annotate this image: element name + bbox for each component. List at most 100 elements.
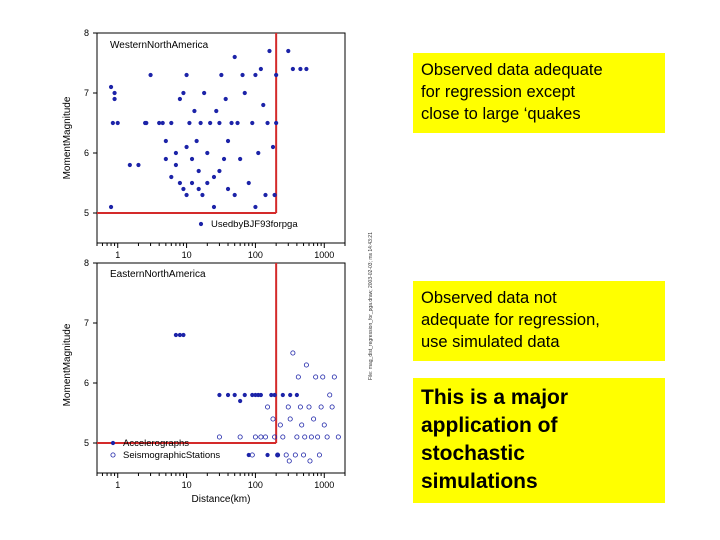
data-point [307, 458, 313, 464]
callout-top-line: for regression except [421, 83, 576, 101]
x-tick-label: 1000 [314, 480, 334, 490]
data-point [258, 66, 263, 72]
data-point [280, 392, 285, 398]
data-point [184, 144, 189, 150]
data-point [240, 72, 245, 78]
data-point [256, 150, 261, 156]
data-point [321, 422, 327, 428]
data-point [327, 392, 333, 398]
data-point [261, 102, 266, 108]
x-tick-label: 1 [115, 480, 120, 490]
data-point [216, 434, 222, 440]
data-point [269, 392, 274, 398]
x-tick-label: 1000 [314, 250, 334, 260]
data-point [232, 392, 237, 398]
y-tick-label: 6 [84, 148, 89, 158]
data-point [301, 452, 307, 458]
western-panel: 5 6 7 8 1 10 100 1000 WesternNorthAmerica Momen… [62, 28, 346, 260]
data-point [265, 452, 270, 458]
legend-marker [198, 221, 204, 227]
data-point [163, 156, 168, 162]
data-point [324, 434, 330, 440]
data-point [272, 192, 277, 198]
y-tick-label: 6 [84, 378, 89, 388]
legend-label: UsedbyBJF93forpga [211, 219, 298, 230]
data-point [108, 84, 114, 90]
eastern-ylabel: MomentMagnitude [62, 323, 73, 406]
data-point [270, 416, 276, 422]
data-point [127, 162, 132, 168]
data-point [335, 434, 341, 440]
y-tick-label: 5 [84, 208, 89, 218]
data-point [274, 120, 279, 126]
data-point [267, 48, 272, 54]
data-point [304, 66, 309, 72]
data-point [211, 204, 217, 210]
x-tick-label: 100 [248, 480, 263, 490]
data-point [189, 180, 195, 186]
data-point [318, 404, 324, 410]
callout-top-line: Observed data adequate [421, 61, 603, 79]
data-point [297, 404, 303, 410]
data-point [208, 120, 213, 126]
data-point [211, 174, 217, 180]
data-point [235, 120, 240, 126]
data-point [283, 452, 289, 458]
data-point [205, 150, 210, 156]
data-point [108, 204, 114, 210]
data-point [252, 434, 258, 440]
data-point [232, 192, 237, 198]
eastern-xlabel: Distance(km) [192, 494, 251, 505]
data-point [258, 392, 263, 398]
data-point [285, 404, 291, 410]
data-point [237, 434, 243, 440]
data-point [136, 162, 141, 168]
data-point [157, 120, 162, 126]
data-point [316, 452, 322, 458]
data-point [272, 434, 278, 440]
data-point [225, 186, 231, 192]
data-point [173, 332, 179, 338]
data-point [294, 434, 300, 440]
data-point [200, 192, 205, 198]
callout-top: Observed data adequate for regression ex… [413, 53, 665, 133]
data-point [110, 120, 115, 126]
data-point [287, 416, 293, 422]
data-point [253, 204, 258, 210]
data-point [221, 156, 227, 162]
x-tick-label: 100 [248, 250, 263, 260]
western-ylabel: MomentMagnitude [62, 96, 73, 179]
data-point [196, 168, 201, 174]
data-point [274, 72, 279, 78]
data-point [232, 54, 237, 60]
data-point [225, 392, 231, 398]
callout-bottom-line: stochastic [421, 442, 525, 465]
data-point [181, 90, 186, 96]
data-point [303, 362, 309, 368]
data-point [331, 374, 337, 380]
data-point [148, 72, 153, 78]
eastern-panel: 5 6 7 8 1 10 100 1000 EasternNorthAmerica Momen… [62, 258, 346, 505]
data-point [184, 72, 189, 78]
data-point [217, 392, 222, 398]
data-point [169, 120, 174, 126]
data-point [299, 422, 305, 428]
data-point [246, 452, 251, 458]
data-point [223, 96, 228, 102]
data-point [263, 192, 268, 198]
legend-label: SeismographicStations [123, 450, 220, 461]
data-point [115, 120, 120, 126]
data-point [187, 120, 192, 126]
y-tick-label: 5 [84, 438, 89, 448]
file-annotation: File: mag_dist_regression_for_pga.draw; … [368, 232, 374, 380]
data-point [250, 120, 255, 126]
western-title: WesternNorthAmerica [110, 40, 209, 51]
callout-middle: Observed data not adequate for regressio… [413, 281, 665, 361]
western-plot-frame [96, 32, 346, 244]
data-point [181, 186, 186, 192]
data-point [181, 332, 186, 338]
data-point [249, 452, 255, 458]
data-point [214, 108, 219, 114]
data-point [189, 156, 195, 162]
data-point [292, 452, 298, 458]
